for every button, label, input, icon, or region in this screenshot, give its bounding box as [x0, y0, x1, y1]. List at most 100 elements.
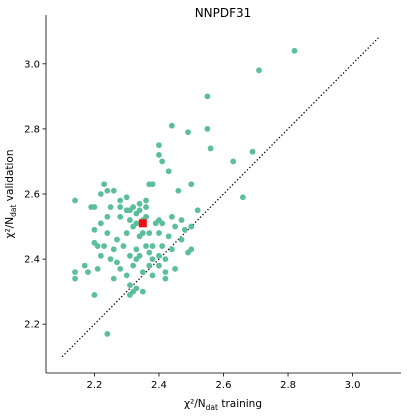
data-point: [72, 269, 78, 276]
data-point: [120, 243, 127, 249]
data-point: [149, 272, 156, 279]
data-point: [72, 197, 78, 204]
data-point: [291, 47, 298, 54]
data-point: [130, 223, 137, 230]
data-point: [178, 217, 185, 223]
data-point: [194, 207, 201, 214]
data-point: [123, 272, 130, 279]
data-point: [168, 122, 175, 129]
y-tick-label: 2.8: [24, 124, 40, 135]
data-point: [127, 217, 133, 223]
x-tick-label: 2.6: [216, 380, 232, 391]
data-point: [185, 129, 191, 136]
data-point: [107, 256, 114, 262]
data-point: [181, 226, 188, 233]
y-tick-label: 2.4: [24, 255, 40, 266]
data-point: [204, 93, 211, 100]
data-point: [107, 204, 114, 210]
data-point: [162, 275, 169, 282]
data-point: [101, 243, 107, 249]
data-point: [207, 145, 214, 152]
data-point: [130, 288, 137, 295]
data-point: [249, 148, 256, 155]
data-point: [127, 252, 133, 259]
data-point: [104, 213, 111, 220]
data-point: [104, 331, 111, 337]
data-point: [91, 291, 98, 298]
data-point: [130, 204, 137, 210]
data-point: [117, 213, 124, 220]
data-point: [165, 168, 172, 175]
y-tick-label: 2.2: [24, 320, 40, 331]
data-point: [94, 265, 101, 272]
data-point: [139, 288, 146, 295]
x-axis-label: χ²/Ndat training: [184, 398, 262, 412]
data-point: [146, 230, 153, 236]
data-point: [85, 269, 91, 276]
data-point: [123, 230, 130, 236]
y-tick-label: 2.6: [24, 190, 40, 201]
data-point: [114, 236, 120, 243]
data-point: [91, 204, 98, 210]
data-point: [168, 246, 175, 253]
data-point: [143, 197, 149, 204]
data-point: [156, 252, 162, 259]
data-point: [104, 187, 111, 194]
data-point: [139, 269, 146, 276]
data-point: [123, 194, 130, 201]
data-point: [110, 246, 117, 253]
data-point: [114, 259, 120, 266]
data-point: [159, 220, 166, 227]
data-point: [146, 249, 153, 256]
data-point: [97, 220, 104, 227]
x-axis-ticks: 2.2 2.4 2.6 2.8 3.0: [86, 373, 361, 391]
data-point: [156, 230, 162, 236]
data-point: [230, 158, 237, 165]
data-point: [175, 187, 182, 194]
data-point: [97, 191, 104, 197]
data-point: [127, 282, 133, 289]
y-tick-label: 3.0: [24, 59, 40, 70]
data-point: [133, 246, 140, 253]
data-point: [188, 181, 195, 188]
data-point: [143, 243, 149, 249]
data-point: [146, 181, 153, 188]
data-point: [72, 275, 78, 282]
chart-title: NNPDF31: [195, 6, 252, 20]
data-point: [159, 158, 166, 165]
data-point: [91, 226, 98, 233]
data-point: [168, 213, 175, 220]
data-point: [136, 252, 143, 259]
data-point: [110, 275, 117, 282]
data-point: [117, 197, 124, 204]
data-point: [156, 142, 162, 149]
data-point: [149, 256, 156, 262]
x-tick-label: 3.0: [345, 380, 361, 391]
x-tick-label: 2.2: [86, 380, 102, 391]
y-axis-label: χ²/Ndat validation: [4, 149, 18, 238]
data-point: [146, 262, 153, 269]
data-point: [162, 256, 169, 262]
y-axis-ticks: 2.2 2.4 2.6 2.8 3.0: [24, 59, 46, 331]
data-point: [117, 204, 124, 210]
data-point: [156, 152, 162, 158]
data-point: [149, 243, 156, 249]
highlight-point: [138, 219, 147, 228]
data-point: [156, 262, 162, 269]
data-point: [239, 194, 246, 201]
data-point: [172, 223, 178, 230]
data-point: [81, 262, 88, 269]
data-point: [110, 187, 117, 194]
diagonal-reference-line: [61, 37, 379, 358]
data-point: [159, 243, 166, 249]
data-point: [165, 233, 172, 240]
plot-area: [61, 37, 379, 358]
data-point: [104, 230, 111, 236]
data-point: [130, 262, 137, 269]
data-point: [172, 265, 178, 272]
x-tick-label: 2.4: [151, 380, 167, 391]
data-point: [162, 269, 169, 276]
data-point: [136, 207, 143, 214]
data-point: [94, 243, 101, 249]
